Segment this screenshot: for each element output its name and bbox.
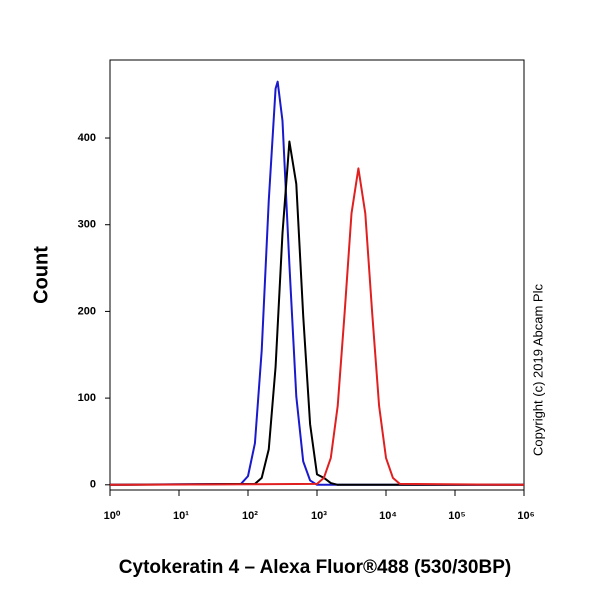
x-axis-label: Cytokeratin 4 – Alexa Fluor®488 (530/30B…	[119, 557, 511, 578]
y-tick-label: 0	[90, 479, 96, 491]
x-tick-label: 10⁵	[448, 510, 465, 522]
x-tick-label: 10¹	[173, 510, 189, 522]
y-tick-label: 300	[78, 219, 96, 231]
x-tick-label: 10⁰	[104, 510, 121, 522]
x-tick-label: 10⁴	[379, 510, 397, 522]
x-tick-label: 10²	[242, 510, 258, 522]
y-axis-label: Count	[30, 246, 52, 304]
plot-frame	[109, 59, 525, 491]
y-tick-label: 200	[78, 305, 96, 317]
y-tick-label: 400	[78, 132, 96, 144]
x-tick-label: 10³	[311, 510, 327, 522]
copyright: Copyright (c) 2019 Abcam Plc	[530, 284, 545, 456]
histogram-line	[109, 80, 524, 486]
histogram-line	[109, 167, 525, 486]
x-tick-label: 10⁶	[517, 510, 534, 522]
histogram-line	[109, 140, 524, 486]
y-tick-label: 100	[78, 392, 96, 404]
